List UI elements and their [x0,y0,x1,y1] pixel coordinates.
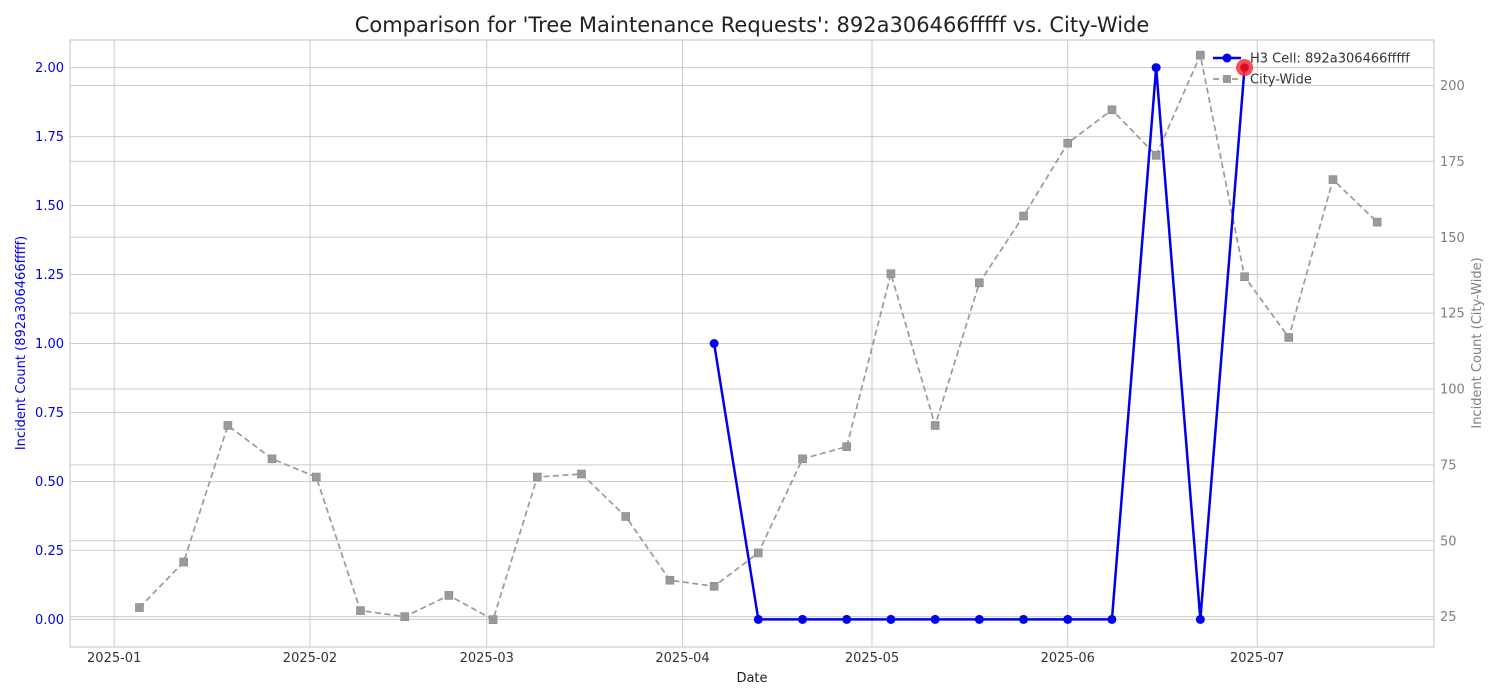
y-right-tick-label: 50 [1440,534,1457,549]
y-right-tick-label: 175 [1440,155,1465,170]
city-wide-point [1063,138,1073,148]
legend-label: H3 Cell: 892a306466fffff [1250,52,1410,67]
y-left-tick-label: 0.25 [35,544,64,559]
h3-cell-point [974,614,984,624]
city-wide-point [798,454,807,464]
city-wide-point [1328,175,1338,184]
y-right-tick-label: 100 [1440,383,1465,398]
legend-item-h3-cell: H3 Cell: 892a306466fffff [1213,52,1410,67]
y-left-tick-label: 2.00 [35,61,64,76]
y-left-tick-label: 1.00 [35,337,64,352]
h3-cell-point [798,614,808,624]
city-wide-point [1284,333,1294,342]
h3-cell-point [1151,63,1161,73]
city-wide-point [1240,272,1249,282]
city-wide-point [665,575,675,585]
city-wide-point [1196,50,1205,60]
series-layer [135,50,1382,624]
y-left-tick-label: 0.75 [35,406,64,421]
h3-cell-point [1107,614,1117,624]
city-wide-point [179,557,188,567]
y-axis-right-label: Incident Count (City-Wide) [1470,257,1485,428]
city-wide-point [1372,217,1382,227]
legend: H3 Cell: 892a306466fffff City-Wide [1213,52,1410,88]
city-wide-point [223,421,233,430]
x-tick-label: 2025-02 [283,651,337,666]
h3-cell-point [1019,614,1029,624]
city-wide-point [930,421,940,430]
x-tick-label: 2025-05 [845,651,899,666]
city-wide-point [488,615,498,624]
city-wide-point [842,442,852,451]
legend-item-city-wide: City-Wide [1213,73,1312,88]
y-axis-left-label: Incident Count (892a306466fffff) [14,236,29,450]
x-tick-label: 2025-07 [1230,651,1284,666]
city-wide-point [1107,105,1117,115]
h3-cell-point [709,339,719,348]
grid-lines [70,40,1434,647]
city-wide-line [138,52,1378,621]
city-wide-point [267,454,277,464]
city-wide-point [135,603,144,612]
y-left-tick-label: 0.00 [35,613,64,628]
legend-swatch-marker [1222,53,1232,63]
city-wide-point [1151,151,1161,160]
city-wide-point [1019,211,1028,221]
y-axis-right-ticks: 25 50 75 100 125 150 175 200 [1440,79,1465,625]
city-wide-point [709,581,719,591]
h3-cell-point [1195,614,1205,624]
city-wide-point [886,269,896,278]
x-tick-label: 2025-04 [655,651,709,666]
city-wide-point [754,548,763,558]
chart-title: Comparison for 'Tree Maintenance Request… [355,13,1150,37]
y-left-tick-label: 1.50 [35,199,64,214]
highlight-marker-center [1240,63,1249,72]
h3-cell-point [1063,614,1073,624]
y-axis-left-ticks: 0.00 0.25 0.50 0.75 1.00 1.25 1.50 1.75 2.00 [35,61,64,628]
city-wide-point [311,472,321,482]
city-wide-point [356,606,365,615]
h3-cell-point [930,614,940,624]
y-left-tick-label: 0.50 [35,475,64,490]
h3-cell-point [753,614,763,624]
legend-label: City-Wide [1250,73,1312,88]
y-left-tick-label: 1.25 [35,268,64,283]
h3-cell-point [886,614,896,624]
city-wide-point [532,472,542,482]
city-wide-point [621,512,631,521]
y-right-tick-label: 125 [1440,307,1465,322]
h3-cell-point [842,614,852,624]
legend-swatch-marker [1223,75,1231,83]
y-right-tick-label: 75 [1440,458,1457,473]
city-wide-point [975,278,984,288]
x-tick-label: 2025-06 [1041,651,1095,666]
y-right-tick-label: 25 [1440,610,1457,625]
x-tick-label: 2025-01 [87,651,141,666]
x-axis-label: Date [736,671,767,686]
y-right-tick-label: 200 [1440,79,1465,94]
city-wide-point [444,591,454,600]
x-axis-ticks: 2025-01 2025-02 2025-03 2025-04 2025-05 2025-… [87,651,1284,666]
city-wide-point [400,612,409,621]
x-tick-label: 2025-03 [460,651,514,666]
city-wide-point [577,469,586,479]
y-left-tick-label: 1.75 [35,130,64,145]
y-right-tick-label: 150 [1440,231,1465,246]
plot-area [69,39,1435,648]
